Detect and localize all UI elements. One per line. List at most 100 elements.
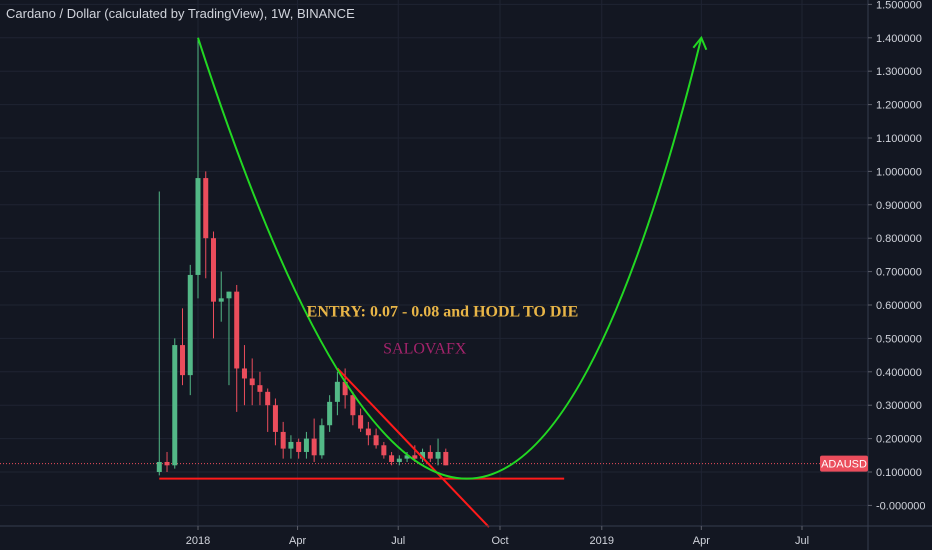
candle (218, 271, 224, 322)
time-tick-label: Apr (289, 535, 306, 547)
candle (381, 441, 387, 459)
candle-body (203, 178, 209, 239)
candle (311, 418, 317, 462)
resistance-trendline (336, 367, 490, 528)
candle-body (435, 451, 441, 459)
price-tick-label: 0.400000 (876, 367, 922, 379)
candle (365, 421, 371, 446)
candle (443, 448, 449, 466)
candle (210, 231, 216, 339)
author-annotation: SALOVAFX (383, 340, 467, 357)
candle-body (311, 438, 317, 456)
price-tick-label: 0.500000 (876, 333, 922, 345)
candle (334, 371, 340, 416)
chart-title: Cardano / Dollar (calculated by TradingV… (6, 6, 355, 21)
candle-body (358, 415, 364, 429)
candle (427, 445, 433, 462)
candle (327, 395, 333, 432)
candle (203, 171, 209, 279)
candle-body (249, 378, 255, 386)
candle-body (164, 461, 170, 466)
candle-body (195, 178, 201, 275)
price-tick-label: 0.100000 (876, 467, 922, 479)
candle (288, 435, 294, 459)
candle (180, 308, 186, 386)
candle-body (257, 385, 263, 392)
price-tick-label: 1.200000 (876, 100, 922, 112)
candle (195, 37, 201, 299)
time-tick-label: Oct (491, 535, 508, 547)
entry-annotation: ENTRY: 0.07 - 0.08 and HODL TO DIE (307, 304, 579, 321)
candle-body (381, 445, 387, 456)
time-tick-label: Jul (795, 535, 809, 547)
candle (172, 338, 178, 469)
candle-body (373, 435, 379, 446)
candle-body (404, 455, 410, 459)
candle (435, 438, 441, 466)
price-tick-label: 0.600000 (876, 300, 922, 312)
symbol-price-badge: ADAUSD (820, 455, 868, 472)
candle-body (234, 291, 240, 369)
time-tick-label: 2018 (186, 535, 210, 547)
time-axis[interactable]: 2018 Apr Jul Oct 2019 Apr Jul (186, 526, 809, 547)
candle (296, 438, 302, 459)
price-tick-label: -0.000000 (876, 500, 926, 512)
candle-body (156, 461, 162, 472)
candle-body (172, 345, 178, 466)
candle (249, 358, 255, 406)
candle-body (443, 451, 449, 466)
candle (272, 398, 278, 446)
candle-body (265, 391, 271, 406)
time-tick-label: Apr (693, 535, 710, 547)
candle (280, 421, 286, 459)
candle (389, 451, 395, 466)
price-tick-label: 1.300000 (876, 66, 922, 78)
price-tick-label: 0.300000 (876, 400, 922, 412)
price-tick-label: 1.100000 (876, 133, 922, 145)
candle (241, 345, 247, 406)
candle-body (303, 438, 309, 452)
candle (265, 388, 271, 432)
candle (234, 284, 240, 412)
candle-body (288, 441, 294, 449)
candle (257, 371, 263, 406)
candle (358, 408, 364, 432)
candle (412, 445, 418, 462)
candle-body (412, 455, 418, 459)
price-axis[interactable]: 1.500000 1.400000 1.300000 1.200000 1.100000… (868, 0, 926, 512)
candle (156, 191, 162, 476)
candle (303, 431, 309, 459)
drawings-layer (159, 35, 708, 528)
candle (187, 264, 193, 396)
badge-box (820, 455, 868, 472)
candle-body (280, 431, 286, 449)
price-tick-label: 1.000000 (876, 166, 922, 178)
time-tick-label: 2019 (590, 535, 614, 547)
candle-body (218, 298, 224, 302)
candle-body (319, 425, 325, 456)
candle (396, 455, 402, 466)
price-tick-label: 1.400000 (876, 33, 922, 45)
candles-layer (156, 37, 449, 476)
grid-lines (0, 0, 868, 526)
price-tick-label: 0.200000 (876, 434, 922, 446)
candle-body (272, 405, 278, 432)
price-tick-label: 1.500000 (876, 0, 922, 11)
candle-body (365, 428, 371, 436)
candle-body (241, 368, 247, 379)
candle-body (342, 381, 348, 396)
candle-body (420, 451, 426, 459)
price-tick-label: 0.700000 (876, 267, 922, 279)
u-curve-projection (197, 37, 703, 480)
candle-body (210, 238, 216, 302)
price-tick-label: 0.800000 (876, 233, 922, 245)
candle-body (226, 291, 232, 299)
arrow-head-icon (692, 35, 708, 51)
candle (373, 428, 379, 449)
price-tick-label: 0.900000 (876, 200, 922, 212)
candle-body (350, 395, 356, 416)
candle (164, 451, 170, 472)
candle-body (427, 451, 433, 459)
candle (420, 448, 426, 462)
